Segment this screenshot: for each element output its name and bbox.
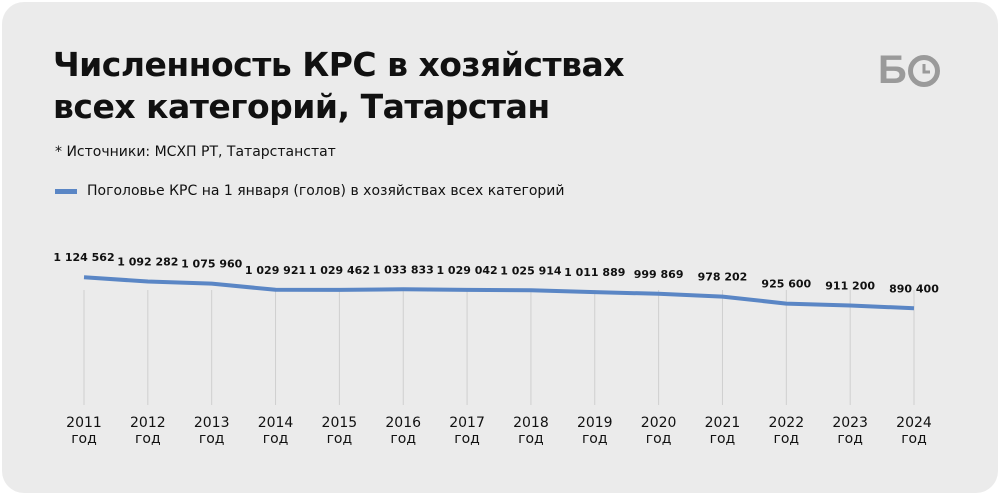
x-tick-label: 2014 год [257, 415, 294, 447]
value-label: 978 202 [698, 271, 748, 284]
logo: Б [878, 48, 941, 93]
source-note: * Источники: МСХП РТ, Татарстанстат [55, 144, 336, 160]
x-tick-label: 2020 год [640, 415, 677, 447]
x-tick-label: 2015 год [321, 415, 358, 447]
legend-swatch [55, 188, 77, 194]
x-tick-label: 2011 год [66, 415, 102, 447]
x-tick-label: 2017 год [449, 415, 485, 447]
value-label: 1 029 921 [245, 264, 306, 277]
value-label: 1 029 462 [309, 264, 370, 277]
value-label: 890 400 [889, 282, 939, 295]
x-tick-label: 2024 год [896, 415, 932, 447]
value-label: 1 092 282 [117, 256, 178, 269]
legend-label: Поголовье КРС на 1 января (голов) в хозя… [87, 183, 565, 199]
x-tick-label: 2018 год [513, 415, 549, 447]
legend: Поголовье КРС на 1 января (голов) в хозя… [55, 183, 565, 199]
x-tick-label: 2022 год [768, 415, 805, 447]
value-label: 1 075 960 [181, 258, 243, 271]
logo-clock [907, 54, 940, 87]
x-tick-label: 2023 год [832, 415, 868, 447]
chart-title: Численность КРС в хозяйствах всех катего… [53, 45, 625, 126]
value-label: 1 025 914 [500, 264, 562, 277]
value-label: 999 869 [634, 268, 684, 281]
value-label: 1 011 889 [564, 266, 625, 279]
x-tick-label: 2016 год [385, 415, 422, 447]
value-label: 925 600 [761, 278, 811, 291]
value-label: 1 029 042 [436, 264, 497, 277]
x-tick-label: 2019 год [576, 415, 613, 447]
x-tick-label: 2021 год [704, 415, 741, 447]
x-tick-label: 2013 год [193, 415, 230, 447]
logo-text: Б [878, 48, 907, 92]
value-label: 1 124 562 [53, 251, 114, 264]
x-tick-label: 2012 год [130, 415, 166, 447]
line [83, 275, 915, 311]
value-label: 911 200 [825, 279, 875, 292]
value-label: 1 033 833 [373, 263, 434, 276]
